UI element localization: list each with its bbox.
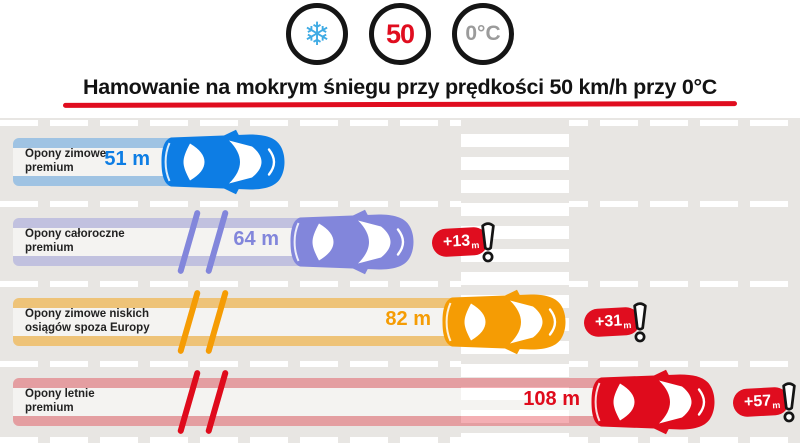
bar-edge-stripe: [13, 378, 653, 388]
distance-value: 82 m: [385, 308, 431, 330]
tyre-label: Opony letnie premium: [25, 388, 95, 414]
extra-distance-value: +13: [442, 232, 471, 251]
snow-condition-badge: ❄: [286, 3, 348, 65]
bar-edge-stripe: [13, 416, 653, 426]
extra-distance-value: +57: [743, 392, 772, 411]
lane-marking: [0, 437, 800, 443]
distance-bar: [13, 378, 653, 426]
distance-value: 51 m: [104, 148, 150, 170]
speed-limit-badge: 50: [369, 3, 431, 65]
bar-edge-stripe: [13, 336, 504, 346]
temperature-badge: 0°C: [452, 3, 514, 65]
speed-50-label: 50: [385, 18, 415, 49]
warning-exclamation-icon: [782, 382, 796, 423]
bar-edge-stripe: [13, 138, 223, 148]
page-title: Hamowanie na mokrym śniegu przy prędkośc…: [82, 75, 718, 99]
warning-exclamation-icon: [481, 222, 495, 263]
lane-marking: [0, 120, 800, 126]
distance-value: 108 m: [523, 388, 580, 410]
distance-value: 64 m: [233, 228, 279, 250]
tyre-label: Opony całoroczne premium: [25, 228, 125, 254]
lane-marking: [0, 281, 800, 287]
bar-edge-stripe: [13, 218, 352, 228]
temperature-label: 0°C: [465, 22, 501, 45]
bar-fill: [13, 388, 653, 416]
road-background: Opony zimowe premium 51 m Opony całoroczn…: [0, 118, 800, 443]
bar-fill: [13, 308, 504, 336]
car-icon: [591, 369, 715, 435]
lane-marking: [0, 201, 800, 207]
car-icon: [290, 209, 414, 275]
title-underline: [62, 101, 738, 108]
car-icon: [161, 129, 285, 195]
header-condition-icons: ❄ 50 0°C: [0, 3, 800, 65]
snowflake-icon: ❄: [303, 16, 331, 52]
extra-distance-value: +31: [594, 312, 623, 331]
bar-edge-stripe: [13, 298, 504, 308]
bar-edge-stripe: [13, 176, 223, 186]
distance-bar: [13, 298, 504, 346]
warning-exclamation-icon: [633, 302, 647, 343]
tyre-label: Opony zimowe niskich osiągów spoza Europy: [25, 308, 150, 334]
lane-marking: [0, 361, 800, 367]
car-icon: [442, 289, 566, 355]
tyre-label: Opony zimowe premium: [25, 148, 107, 174]
